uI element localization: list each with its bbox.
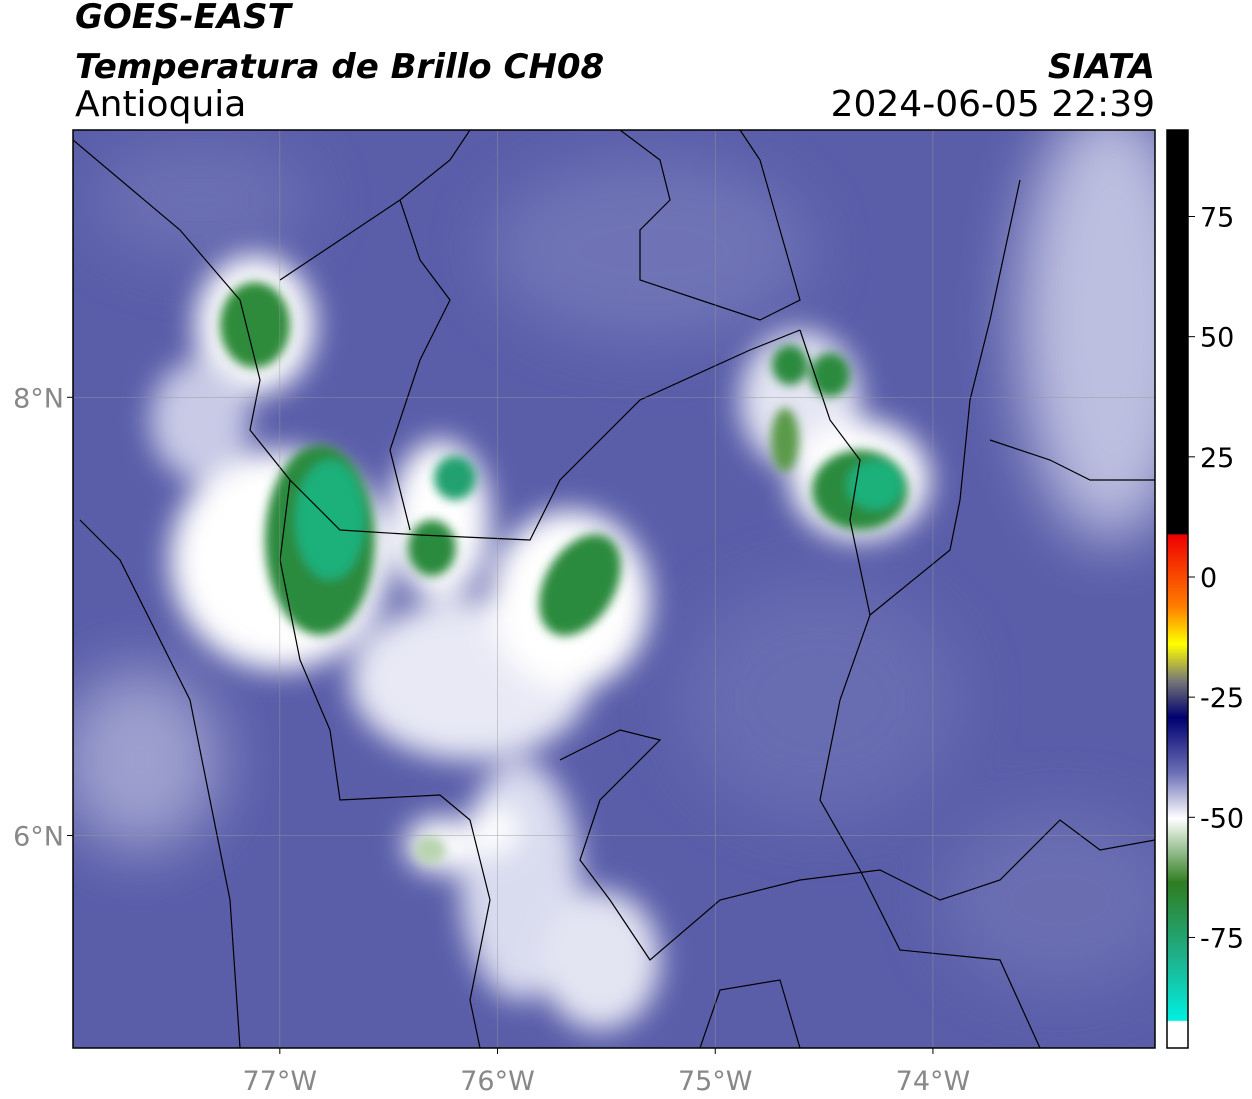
datetime: 2024-06-05 22:39 xyxy=(831,84,1155,125)
y-tick-label: 6°N xyxy=(13,821,64,852)
map-imagery xyxy=(73,130,1155,1048)
colorbar xyxy=(1166,129,1189,1049)
borders xyxy=(73,130,1155,1048)
colorbar-tick-label: 75 xyxy=(1200,203,1234,234)
source-title: SIATA xyxy=(1048,47,1155,87)
map-frame xyxy=(72,129,1156,1049)
region-title: Antioquia xyxy=(75,84,246,125)
colorbar-tick-label: -75 xyxy=(1200,923,1244,954)
colorbar-tick-label: -25 xyxy=(1200,683,1244,714)
product-title: Temperatura de Brillo CH08 xyxy=(75,47,604,87)
satellite-title: GOES-EAST xyxy=(75,0,294,37)
x-tick-label: 77°W xyxy=(243,1066,318,1097)
y-tick-label: 8°N xyxy=(13,383,64,414)
colorbar-tick-label: -50 xyxy=(1200,803,1244,834)
x-tick-label: 75°W xyxy=(678,1066,753,1097)
x-tick-label: 76°W xyxy=(460,1066,535,1097)
x-tick-label: 74°W xyxy=(896,1066,971,1097)
colorbar-tick-label: 0 xyxy=(1200,563,1217,594)
graticule xyxy=(73,130,1155,1048)
colorbar-tick-label: 50 xyxy=(1200,323,1234,354)
colorbar-tick-label: 25 xyxy=(1200,443,1234,474)
